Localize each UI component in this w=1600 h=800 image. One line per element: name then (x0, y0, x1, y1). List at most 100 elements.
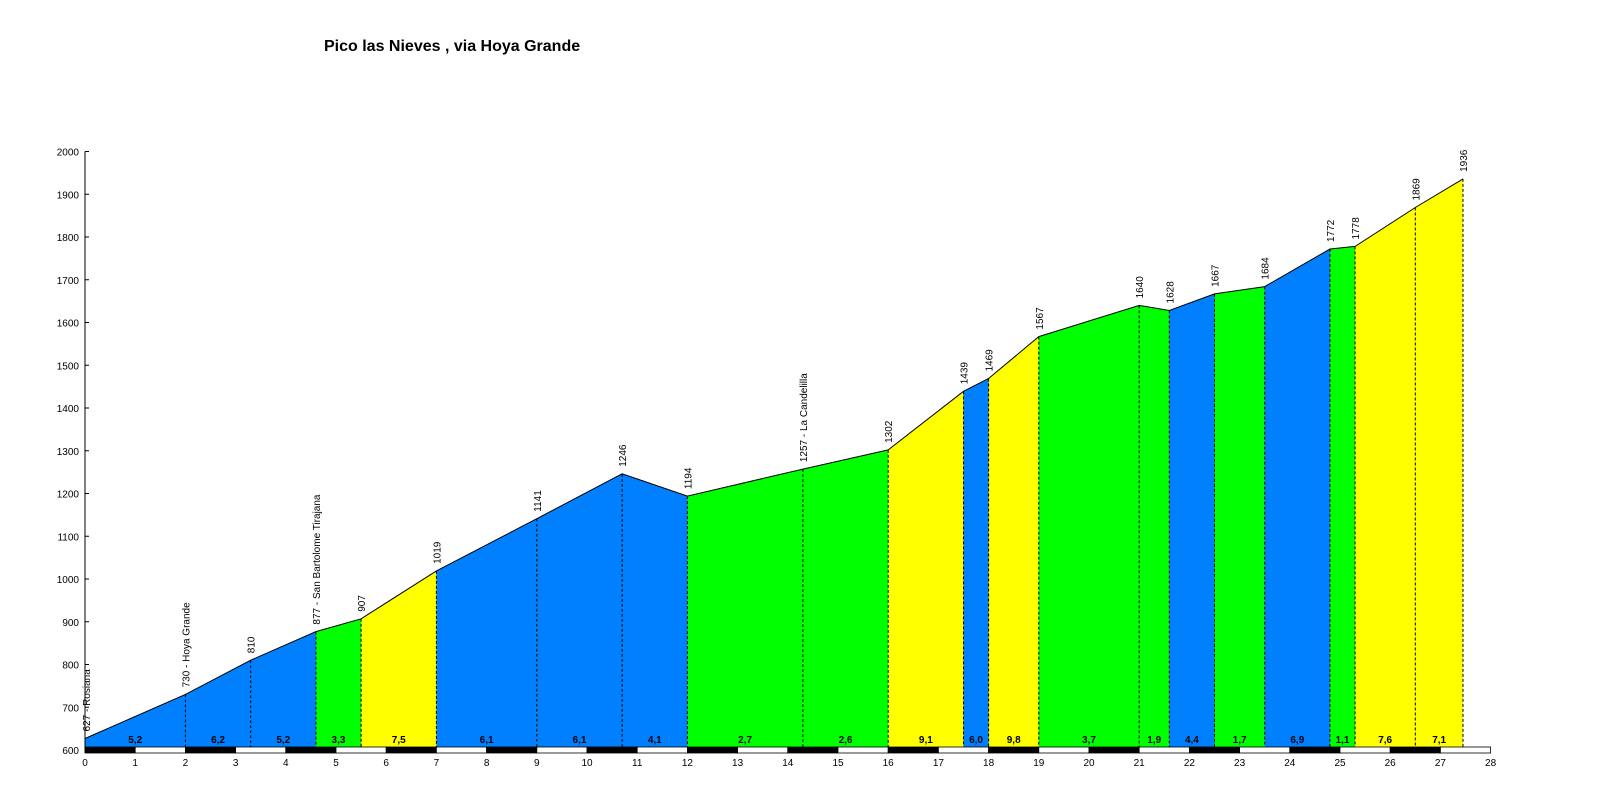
x-tick-label: 6 (383, 758, 389, 769)
x-tick-label: 2 (183, 758, 189, 769)
gradient-label: 1,9 (1147, 735, 1161, 746)
x-tick-label: 25 (1334, 758, 1346, 769)
y-tick-label: 800 (62, 661, 79, 672)
ruler-block (837, 746, 889, 754)
gradient-label: 1,1 (1336, 735, 1350, 746)
distance-ruler (84, 746, 1492, 754)
y-tick-label: 1200 (57, 490, 80, 501)
y-tick-label: 1500 (57, 361, 80, 372)
segment-area (361, 570, 437, 749)
ruler-block (134, 746, 186, 754)
segment-area (687, 469, 803, 749)
y-tick-label: 1700 (57, 276, 80, 287)
segment-dividers (184, 178, 1464, 749)
gradient-label: 1,7 (1233, 735, 1247, 746)
x-tick-label: 26 (1385, 758, 1397, 769)
y-tick-label: 1600 (57, 319, 80, 330)
ruler-block (887, 746, 939, 754)
segment-area (536, 473, 623, 749)
y-tick-label: 1900 (57, 190, 80, 201)
segment-areas (85, 178, 1463, 749)
gradient-label: 6,0 (969, 735, 983, 746)
point-label: 1772 (1326, 219, 1337, 242)
point-label: 1302 (884, 420, 895, 443)
x-tick-label: 20 (1083, 758, 1095, 769)
segment-area (185, 660, 251, 749)
point-label: 1469 (985, 349, 996, 372)
ruler-block (636, 746, 688, 754)
profile-line-path (84, 178, 1464, 739)
x-tick-label: 14 (782, 758, 794, 769)
gradient-label: 9,1 (919, 735, 933, 746)
ruler-block (1138, 746, 1190, 754)
x-tick-label: 7 (434, 758, 440, 769)
y-tick-label: 900 (62, 618, 79, 629)
y-tick-label: 1300 (57, 447, 80, 458)
ruler-block (787, 746, 839, 754)
point-label: 907 (357, 595, 368, 612)
x-tick-label: 21 (1134, 758, 1146, 769)
y-tick-label: 2000 (57, 148, 80, 159)
point-label: 877 - San Bartolome Tirajana (312, 494, 323, 625)
gradient-label: 6,9 (1290, 735, 1304, 746)
x-tick-label: 5 (333, 758, 339, 769)
profile-line (84, 178, 1464, 739)
x-tick-label: 27 (1435, 758, 1447, 769)
ruler-block (435, 746, 487, 754)
segment-area (1038, 305, 1140, 749)
ruler-block (1389, 746, 1441, 754)
point-label: 810 (247, 636, 258, 653)
x-tick-label: 15 (832, 758, 844, 769)
x-tick-label: 10 (581, 758, 593, 769)
ruler-block (1440, 746, 1492, 754)
ruler-block (1239, 746, 1291, 754)
ruler-block (84, 746, 136, 754)
x-tick-label: 16 (883, 758, 895, 769)
point-label: 1194 (683, 467, 694, 489)
gradient-label: 7,1 (1432, 735, 1446, 746)
x-tick-label: 28 (1485, 758, 1497, 769)
x-tick-label: 3 (233, 758, 239, 769)
gradient-label: 7,6 (1378, 735, 1392, 746)
x-tick-label: 11 (632, 758, 643, 769)
axes: 6007008009001000110012001300140015001600… (57, 148, 1497, 770)
gradient-label: 2,6 (839, 735, 853, 746)
x-tick-label: 1 (132, 758, 138, 769)
x-tick-label: 19 (1033, 758, 1045, 769)
ruler-block (1038, 746, 1090, 754)
gradient-label: 4,1 (648, 735, 662, 746)
segment-area (888, 391, 964, 749)
ruler-block (1339, 746, 1391, 754)
point-label: 1869 (1411, 178, 1422, 201)
point-label: 1640 (1135, 276, 1146, 299)
point-label: 1019 (432, 541, 443, 564)
point-label: 627 - Rosiana (82, 669, 93, 732)
y-tick-label: 1000 (57, 575, 80, 586)
gradient-label: 7,5 (392, 735, 406, 746)
gradient-label: 6,2 (211, 735, 225, 746)
segment-area (622, 473, 688, 749)
point-label: 1778 (1351, 217, 1362, 240)
gradient-label: 6,1 (480, 735, 494, 746)
gradient-label: 3,7 (1082, 735, 1096, 746)
point-label: 1684 (1261, 257, 1272, 280)
ruler-block (737, 746, 789, 754)
segment-area (1415, 178, 1463, 749)
segment-area (85, 694, 186, 749)
ruler-block (536, 746, 588, 754)
ruler-block (586, 746, 638, 754)
gradient-label: 4,4 (1185, 735, 1199, 746)
point-labels: 627 - Rosiana 730 - Hoya Grande 810 877 - S… (82, 149, 1470, 731)
x-tick-label: 22 (1184, 758, 1196, 769)
gradient-label: 6,1 (573, 735, 587, 746)
ruler-block (1189, 746, 1241, 754)
point-label: 1667 (1210, 264, 1221, 287)
y-tick-label: 1400 (57, 404, 80, 415)
point-label: 1246 (618, 444, 629, 467)
segment-area (802, 449, 889, 749)
point-label: 730 - Hoya Grande (181, 602, 192, 687)
segment-area (1214, 286, 1265, 749)
segment-area (436, 518, 537, 749)
ruler-block (285, 746, 337, 754)
